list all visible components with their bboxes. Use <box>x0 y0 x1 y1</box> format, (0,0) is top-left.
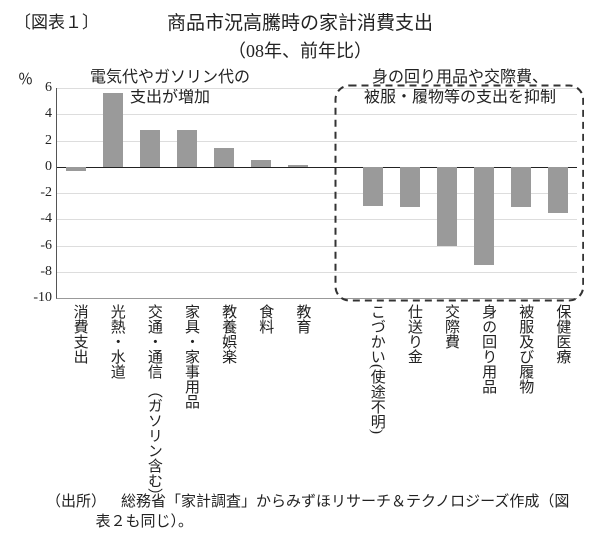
title-line-1: 商品市況高騰時の家計消費支出 <box>167 8 433 35</box>
figure-title: 商品市況高騰時の家計消費支出 （08年、前年比） <box>0 8 600 63</box>
ytick-label: 4 <box>20 106 52 122</box>
x-label: 被服及び履物 <box>508 304 532 394</box>
bar <box>140 130 160 167</box>
bar <box>288 165 308 166</box>
ytick-label: -8 <box>20 264 52 280</box>
ytick-label: -10 <box>20 290 52 306</box>
bar <box>66 167 86 171</box>
x-label: 交際費 <box>434 304 458 349</box>
bars-layer <box>57 88 577 298</box>
bar <box>251 160 271 167</box>
ytick-label: -2 <box>20 185 52 201</box>
x-label: こづかい(使途不明) <box>360 304 384 434</box>
bar <box>400 167 420 208</box>
x-label: 仕送り金 <box>397 304 421 364</box>
bar <box>548 167 568 213</box>
bar <box>214 148 234 166</box>
bar <box>474 167 494 265</box>
x-label: 教育 <box>285 304 309 334</box>
annotation-right-l1: 身の回り用品や交際費、 <box>372 69 548 86</box>
bar <box>363 167 383 206</box>
x-label: 教養娯楽 <box>211 304 235 364</box>
ytick-label: -4 <box>20 211 52 227</box>
x-label: 保健医療 <box>545 304 569 364</box>
x-label: 食料 <box>248 304 272 334</box>
ytick-label: 6 <box>20 80 52 96</box>
ytick-label: 2 <box>20 133 52 149</box>
ytick-label: 0 <box>20 159 52 175</box>
x-label: 光熱・水道 <box>100 304 124 379</box>
bar-chart <box>56 88 577 299</box>
bar <box>177 130 197 167</box>
ytick-label: -6 <box>20 238 52 254</box>
bar <box>511 167 531 208</box>
figure-1: 〔図表１〕 商品市況高騰時の家計消費支出 （08年、前年比） ％ 電気代やガソリ… <box>0 0 600 549</box>
source-note: （出所） 総務省「家計調査」からみずほリサーチ＆テクノロジーズ作成（図表２も同じ… <box>28 492 580 533</box>
bar <box>437 167 457 246</box>
x-label: 消費支出 <box>63 304 87 364</box>
title-line-2: （08年、前年比） <box>0 37 600 63</box>
x-label: 身の回り用品 <box>471 304 495 394</box>
bar <box>103 93 123 167</box>
x-label: 家具・家事用品 <box>174 304 198 409</box>
x-axis-labels: 消費支出光熱・水道交通・通信 （ガソリン含む） 家具・家事用品教養娯楽食料教育 こづ… <box>56 304 576 504</box>
x-label: 交通・通信 （ガソリン含む） <box>137 304 161 503</box>
annotation-left-l1: 電気代やガソリン代の <box>90 69 250 86</box>
